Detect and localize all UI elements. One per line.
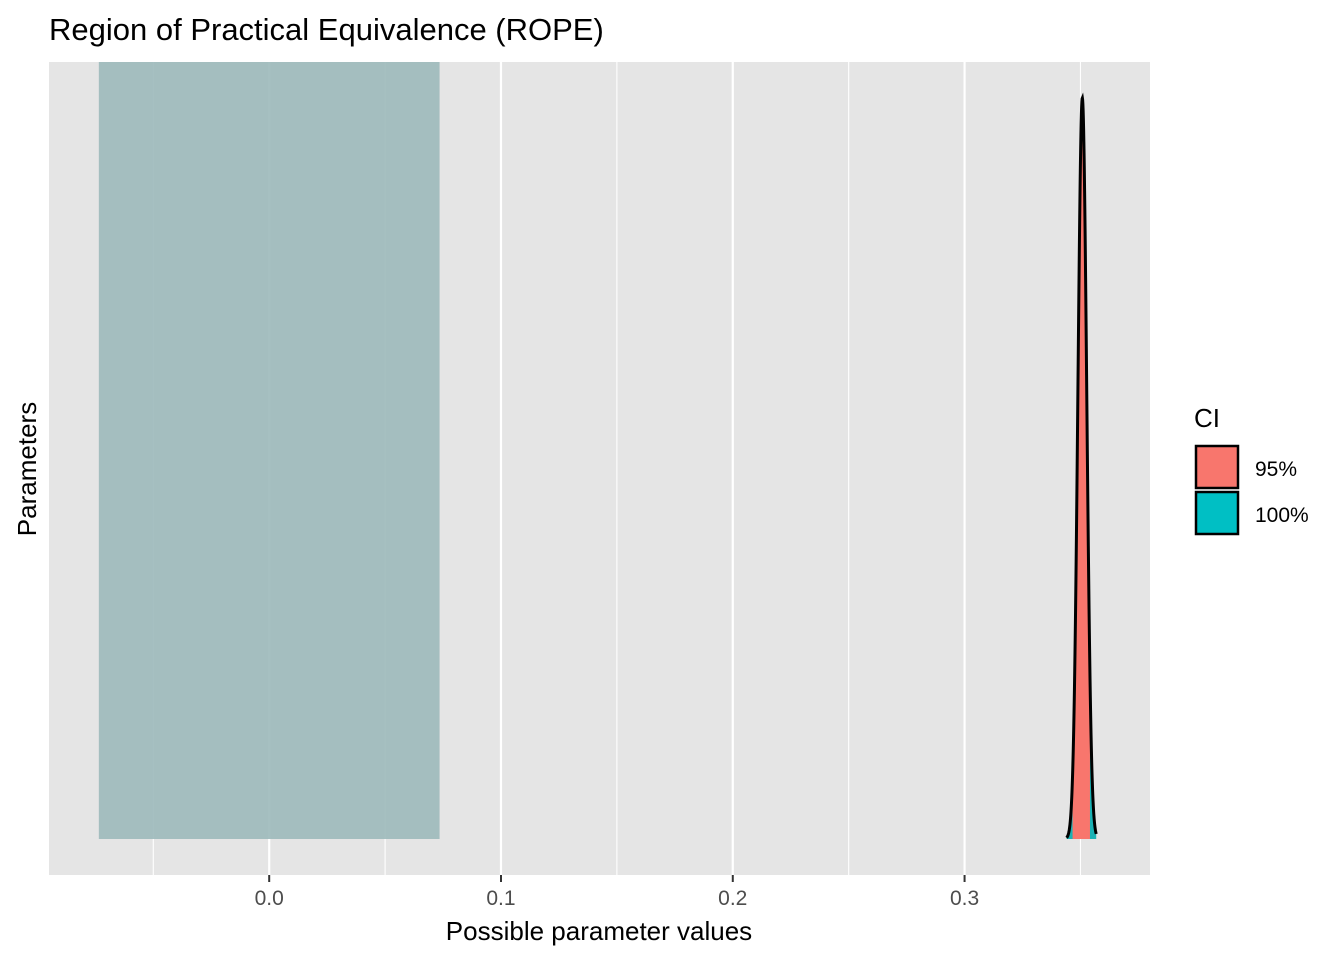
legend-key [1194,444,1240,490]
x-tick-label: 0.0 [255,887,284,910]
posterior-density [1065,92,1098,839]
legend: CI 95% 100% [1194,403,1309,536]
x-tick-label: 0.3 [950,887,979,910]
rope-region [98,62,440,839]
x-axis-label: Possible parameter values [446,916,752,946]
density-outline [1065,92,1098,839]
legend-label: 100% [1255,504,1309,527]
legend-title: CI [1194,403,1220,433]
x-tick-label: 0.2 [718,887,747,910]
x-tick-label: 0.1 [486,887,515,910]
x-axis-ticks: 0.0 0.1 0.2 0.3 [255,875,979,910]
legend-label: 95% [1255,458,1297,481]
legend-key [1194,490,1240,536]
y-axis-label: Parameters [12,402,42,536]
chart-title: Region of Practical Equivalence (ROPE) [49,12,604,47]
